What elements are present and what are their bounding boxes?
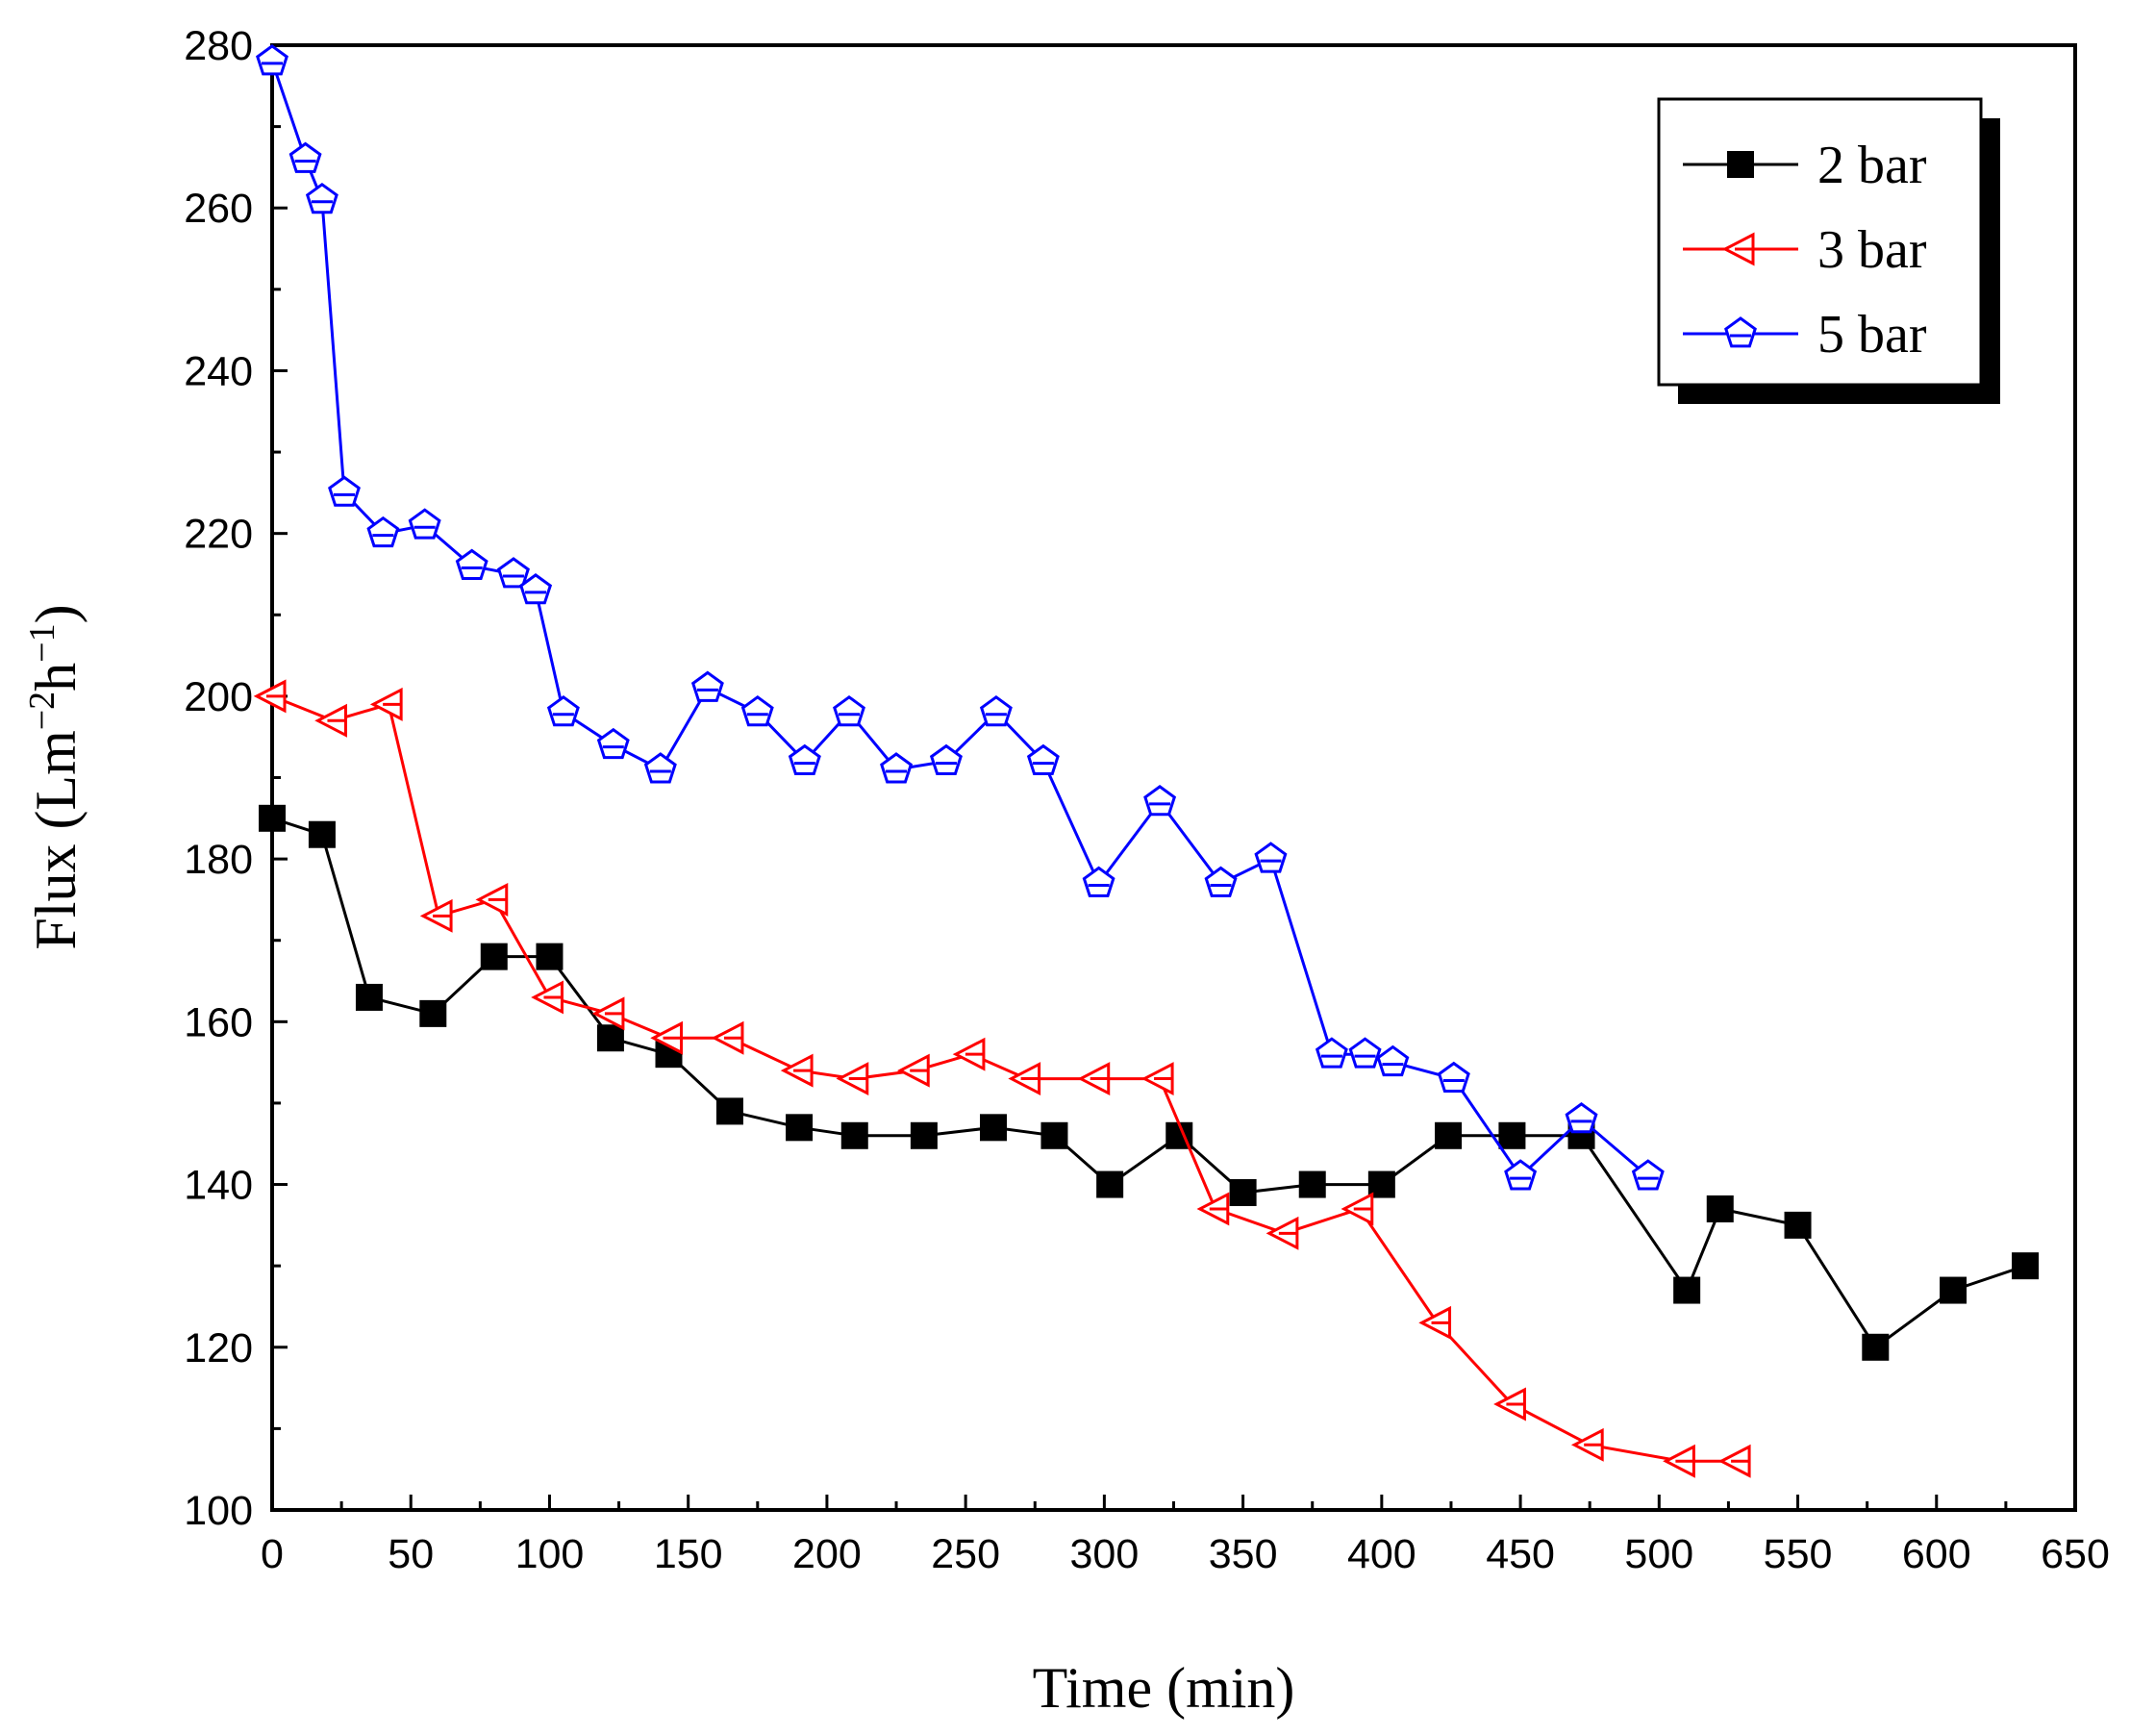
x-tick-label: 100 [515,1531,585,1577]
y-tick-label: 120 [184,1325,253,1371]
y-tick-label: 100 [184,1488,253,1534]
data-point-2-bar [786,1114,814,1142]
y-tick-label: 280 [184,23,253,69]
data-point-2-bar [1040,1121,1068,1149]
data-point-5-bar [833,694,865,727]
data-point-2-bar [1498,1121,1526,1149]
y-tick-label: 200 [184,674,253,720]
data-point-2-bar [355,983,383,1011]
x-tick-label: 400 [1347,1531,1416,1577]
legend: 2 bar 3 bar 5 bar [1657,97,2000,404]
data-point-2-bar [715,1097,743,1125]
legend-label-3-bar: 3 bar [1817,220,1927,280]
data-point-5-bar [1254,842,1288,873]
x-tick-label: 300 [1070,1531,1140,1577]
data-point-5-bar [690,670,724,702]
y-tick-label: 140 [184,1163,253,1209]
data-point-5-bar [455,548,489,580]
data-point-2-bar [308,820,336,848]
series-line-5-bar [270,61,1649,1179]
y-tick-label: 260 [184,186,253,232]
y-tick-label: 220 [184,512,253,558]
data-point-2-bar [1096,1170,1124,1198]
data-point-5-bar [1082,866,1115,897]
data-point-5-bar [1026,743,1060,775]
data-point-2-bar [1784,1211,1812,1239]
x-tick-label: 500 [1624,1531,1693,1577]
legend-marker-5-bar [1724,316,1757,348]
data-point-5-bar [305,182,338,214]
data-point-5-bar [643,752,677,784]
data-point-2-bar [2012,1252,2040,1280]
y-axis-title: Flux (Lm−2h−1) [22,604,88,949]
data-point-5-bar [546,694,580,727]
data-point-2-bar [419,999,447,1027]
data-point-5-bar [256,44,288,76]
y-tick-label: 240 [184,348,253,394]
data-point-5-bar [366,516,400,548]
data-point-5-bar [1504,1159,1538,1191]
data-point-5-bar [1315,1037,1348,1069]
data-point-2-bar [1229,1179,1257,1207]
x-axis-title: Time (min) [1033,1656,1295,1720]
axis-ticks: 0 50 100 150 200 250 300 350 400 450 500 550 600 650 1… [184,23,2110,1577]
legend-label-5-bar: 5 bar [1817,305,1927,365]
series-2-bar [259,804,2040,1361]
data-point-5-bar [788,743,821,775]
x-tick-label: 350 [1209,1531,1278,1577]
data-point-2-bar [1862,1333,1890,1361]
series-3-bar [253,679,1751,1478]
series-line-3-bar [271,694,1738,1463]
data-point-5-bar [979,694,1013,727]
x-tick-label: 450 [1486,1531,1555,1577]
x-tick-label: 650 [2041,1531,2110,1577]
x-tick-label: 50 [388,1531,434,1577]
data-point-2-bar [536,943,564,970]
data-point-2-bar [259,804,286,832]
data-point-2-bar [840,1121,868,1149]
data-point-5-bar [288,141,322,173]
data-point-2-bar [1673,1276,1701,1304]
data-point-2-bar [480,943,508,970]
data-point-5-bar [1348,1037,1382,1069]
data-point-2-bar [910,1121,938,1149]
x-tick-label: 0 [261,1531,284,1577]
data-point-2-bar [1940,1276,1967,1304]
series-5-bar [256,44,1665,1191]
data-point-5-bar [1143,785,1177,817]
data-point-5-bar [596,727,630,760]
data-point-5-bar [408,508,441,540]
series-line-2-bar [271,817,2026,1349]
data-point-5-bar [1376,1044,1410,1077]
y-tick-label: 180 [184,837,253,883]
data-point-2-bar [1435,1121,1463,1149]
y-tick-label: 160 [184,999,253,1045]
x-tick-label: 250 [931,1531,1000,1577]
x-tick-label: 550 [1764,1531,1833,1577]
data-point-2-bar [1298,1170,1326,1198]
data-point-5-bar [519,573,553,605]
data-point-5-bar [880,752,914,784]
x-tick-label: 150 [654,1531,723,1577]
legend-label-2-bar: 2 bar [1817,136,1927,195]
x-tick-label: 200 [792,1531,862,1577]
data-point-5-bar [1437,1061,1470,1093]
legend-box [1657,97,1983,387]
data-point-2-bar [596,1024,624,1052]
data-point-5-bar [1565,1102,1598,1134]
data-point-5-bar [1631,1159,1665,1191]
data-point-5-bar [1204,866,1238,897]
data-point-2-bar [1706,1195,1734,1222]
legend-marker-2-bar [1727,151,1754,178]
data-point-5-bar [328,475,361,507]
data-point-5-bar [740,694,774,727]
data-point-2-bar [980,1114,1007,1142]
data-point-5-bar [496,557,530,589]
series-layer [253,44,2040,1478]
data-point-5-bar [929,743,963,775]
x-tick-label: 600 [1902,1531,1971,1577]
